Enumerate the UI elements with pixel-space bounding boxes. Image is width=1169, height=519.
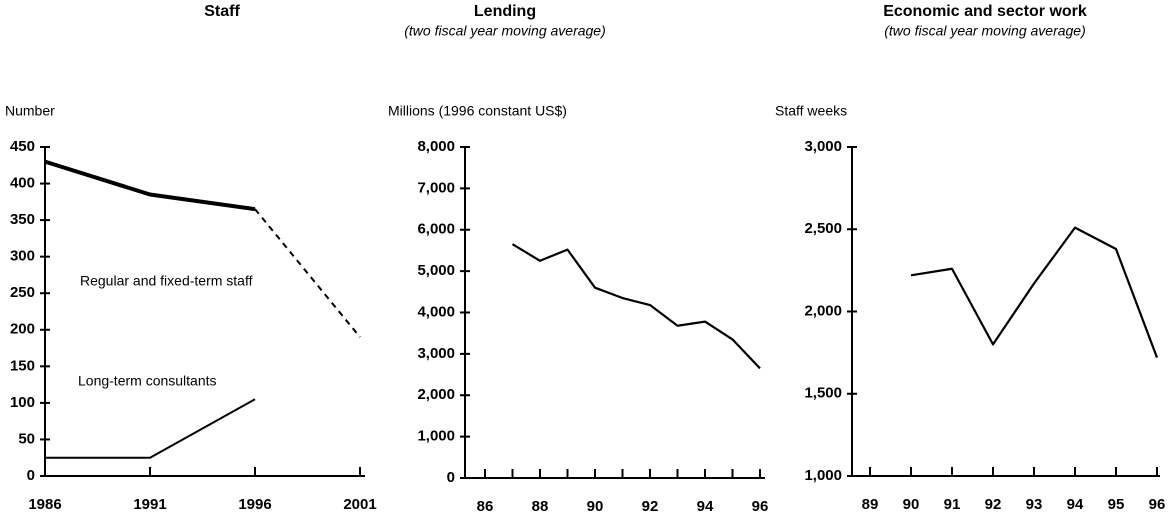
x-tick-label: 96 [1149, 496, 1166, 513]
chart-title: Staff [204, 3, 240, 20]
y-tick-label: 250 [10, 284, 35, 301]
series-line [511, 243, 761, 370]
y-axis-label: Millions (1996 constant US$) [388, 103, 567, 119]
x-tick-label: 93 [1026, 496, 1043, 513]
y-tick-label: 200 [10, 321, 35, 338]
x-tick-label: 2001 [343, 496, 376, 513]
y-tick-label: 100 [10, 394, 35, 411]
series-label: Long-term consultants [78, 373, 217, 389]
y-axis-label: Number [5, 103, 55, 119]
x-tick-label: 88 [532, 498, 549, 515]
x-tick-label: 86 [477, 498, 494, 515]
x-tick-label: 94 [1067, 496, 1084, 513]
x-tick-label: 1996 [238, 496, 271, 513]
chart-title: Lending [474, 3, 536, 20]
y-tick-label: 2,500 [804, 220, 842, 237]
x-tick-label: 92 [985, 496, 1002, 513]
x-tick-label: 94 [697, 498, 714, 515]
y-tick-label: 3,000 [417, 345, 455, 362]
x-tick-label: 96 [752, 498, 769, 515]
y-tick-label: 8,000 [417, 138, 455, 155]
y-tick-label: 400 [10, 175, 35, 192]
x-tick-label: 91 [944, 496, 961, 513]
y-tick-label: 6,000 [417, 221, 455, 238]
y-tick-label: 350 [10, 211, 35, 228]
y-tick-label: 300 [10, 248, 35, 265]
y-tick-label: 150 [10, 357, 35, 374]
y-tick-label: 1,000 [804, 467, 842, 484]
x-tick-label: 95 [1108, 496, 1125, 513]
series-label: Regular and fixed-term staff [80, 273, 253, 289]
y-axis-label: Staff weeks [775, 103, 847, 119]
series-line [45, 398, 256, 459]
y-tick-label: 0 [27, 467, 35, 484]
y-tick-label: 2,000 [417, 386, 455, 403]
x-tick-label: 89 [862, 496, 879, 513]
x-tick-label: 90 [903, 496, 920, 513]
y-tick-label: 7,000 [417, 179, 455, 196]
y-tick-label: 5,000 [417, 262, 455, 279]
series-line [910, 226, 1159, 358]
y-tick-label: 50 [18, 430, 35, 447]
y-tick-label: 0 [447, 469, 455, 486]
chart-title: Economic and sector work [883, 3, 1087, 20]
x-tick-label: 90 [587, 498, 604, 515]
x-tick-label: 92 [642, 498, 659, 515]
y-tick-label: 1,000 [417, 428, 455, 445]
y-tick-label: 450 [10, 138, 35, 155]
series-line [44, 159, 256, 212]
y-tick-label: 1,500 [804, 385, 842, 402]
chart-subtitle: (two fiscal year moving average) [404, 23, 606, 39]
y-tick-label: 2,000 [804, 302, 842, 319]
y-tick-label: 3,000 [804, 138, 842, 155]
chart-subtitle: (two fiscal year moving average) [884, 23, 1086, 39]
y-tick-label: 4,000 [417, 303, 455, 320]
x-tick-label: 1991 [133, 496, 166, 513]
projection-line [254, 208, 361, 338]
x-tick-label: 1986 [28, 496, 61, 513]
